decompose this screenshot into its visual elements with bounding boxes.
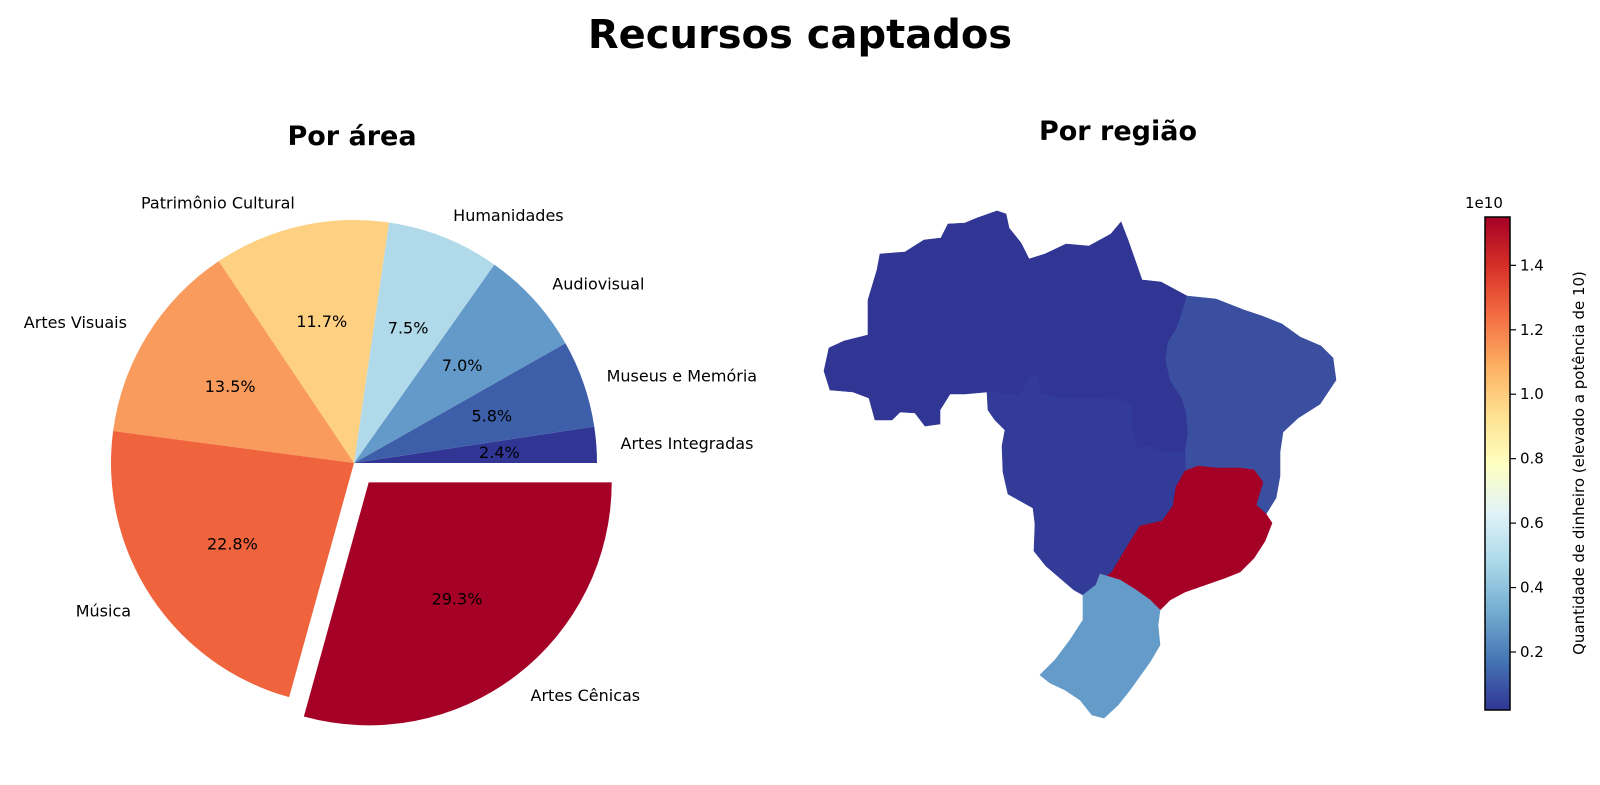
colorbar-tick-label: 1.4 (1520, 256, 1544, 274)
pie-slice-label: Artes Cênicas (531, 686, 641, 705)
region-sudeste (1095, 465, 1273, 611)
pie-slice (354, 264, 566, 463)
pie-slice (111, 431, 354, 698)
pie-slice-percent: 22.8% (207, 534, 258, 553)
pie-slice-label: Patrimônio Cultural (141, 193, 295, 212)
map-title: Por região (1039, 116, 1197, 147)
pie-slice-percent: 11.7% (296, 312, 347, 331)
pie-slice-percent: 2.4% (479, 443, 520, 462)
pie-slice-label: Artes Visuais (24, 313, 127, 332)
pie-slice-percent: 7.0% (442, 356, 483, 375)
colorbar-tick-label: 0.6 (1520, 514, 1544, 532)
pie-slice-percent: 5.8% (471, 406, 512, 425)
pie-slice-label: Audiovisual (552, 275, 644, 294)
pie-slice-label: Humanidades (453, 206, 563, 225)
pie-slice (354, 222, 495, 463)
pie-slice (303, 482, 612, 726)
pie-slice-percent: 13.5% (205, 377, 256, 396)
pie-slice (354, 426, 597, 463)
pie-chart: 2.4% Artes Integradas 5.8% Museus e Memória… (24, 193, 757, 726)
colorbar-tick-label: 0.8 (1520, 450, 1544, 468)
main-title: Recursos captados (587, 12, 1013, 58)
colorbar-tick-label: 1.0 (1520, 385, 1544, 403)
colorbar-gradient (1484, 216, 1511, 711)
colorbar-tick-label: 0.4 (1520, 579, 1544, 597)
colorbar-tick-label: 1.2 (1520, 321, 1544, 339)
pie-slice-label: Música (76, 601, 131, 620)
colorbar-multiplier: 1e10 (1465, 194, 1503, 212)
colorbar-tick-label: 0.2 (1520, 643, 1544, 661)
pie-slice (354, 343, 595, 463)
pie-slice-percent: 7.5% (388, 319, 429, 338)
colorbar-label: Quantidade de dinheiro (elevado a potênc… (1570, 271, 1588, 655)
pie-title: Por área (287, 121, 416, 152)
pie-slice (113, 261, 354, 463)
pie-slice-percent: 29.3% (432, 589, 483, 608)
pie-slice (218, 220, 389, 463)
pie-slice-label: Museus e Memória (607, 367, 757, 386)
region-sul (1039, 573, 1161, 719)
pie-slice-label: Artes Integradas (621, 434, 754, 453)
colorbar: 1e10 0.2 0.4 0.6 0.8 1.0 1.2 1.4 Quantidade de… (1465, 194, 1588, 711)
brazil-region-map (823, 210, 1337, 719)
